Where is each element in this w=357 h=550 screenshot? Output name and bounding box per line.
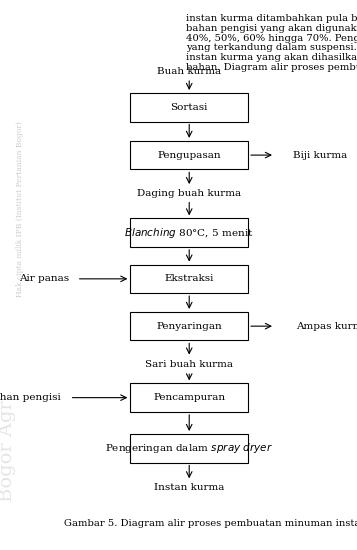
Text: Pengupasan: Pengupasan (157, 151, 221, 160)
Text: Instan kurma: Instan kurma (154, 483, 225, 492)
Text: Ekstraksi: Ekstraksi (165, 274, 214, 283)
Text: Pengeringan dalam $\mathit{spray\ dryer}$: Pengeringan dalam $\mathit{spray\ dryer}… (105, 441, 273, 455)
Text: Hak cipta milik IPB (Institut Pertanian Bogor): Hak cipta milik IPB (Institut Pertanian … (16, 121, 24, 297)
Text: instan kurma yang akan dihasilkan dan kemampuan alat pengering semprot untu: instan kurma yang akan dihasilkan dan ke… (186, 53, 357, 62)
Text: bahan pengisi yang akan digunakan untuk pembuatan instan kurma ini dipilih mulai: bahan pengisi yang akan digunakan untuk … (186, 24, 357, 32)
Text: Sortasi: Sortasi (171, 103, 208, 112)
FancyBboxPatch shape (130, 312, 248, 340)
Text: yang terkandung dalam suspensi. Perbandingan konsentrasi yang dipilih yaitu berd: yang terkandung dalam suspensi. Perbandi… (186, 43, 357, 52)
Text: instan kurma ditambahkan pula bahan pengisi yaitu dekstrin dan maltodekstrin. Be: instan kurma ditambahkan pula bahan peng… (186, 14, 357, 23)
Text: Penyaringan: Penyaringan (156, 322, 222, 331)
Text: Pencampuran: Pencampuran (153, 393, 225, 402)
FancyBboxPatch shape (130, 383, 248, 412)
Text: Sari buah kurma: Sari buah kurma (145, 360, 233, 368)
FancyBboxPatch shape (130, 265, 248, 293)
Text: Daging buah kurma: Daging buah kurma (137, 189, 241, 198)
FancyBboxPatch shape (130, 434, 248, 463)
Text: Ampas kurma: Ampas kurma (296, 322, 357, 331)
Text: Air panas: Air panas (20, 274, 70, 283)
Text: Bahan pengisi: Bahan pengisi (0, 393, 61, 402)
Text: Buah kurma: Buah kurma (157, 67, 221, 76)
Text: Biji kurma: Biji kurma (293, 151, 347, 160)
FancyBboxPatch shape (130, 218, 248, 247)
Text: Bogor Agr: Bogor Agr (0, 400, 16, 502)
FancyBboxPatch shape (130, 141, 248, 169)
Text: 40%, 50%, 60% hingga 70%. Penggunaan kelima konsentrasi bahan pengisi bero: 40%, 50%, 60% hingga 70%. Penggunaan kel… (186, 34, 357, 42)
FancyBboxPatch shape (130, 93, 248, 122)
Text: bahan. Diagram alir proses pembuatan instan kurma disajikan pada Gambar 5.: bahan. Diagram alir proses pembuatan ins… (186, 63, 357, 72)
Text: $\mathit{Blanching}$ 80°C, 5 menit: $\mathit{Blanching}$ 80°C, 5 menit (125, 226, 254, 240)
Text: Gambar 5. Diagram alir proses pembuatan minuman instan sari kurm: Gambar 5. Diagram alir proses pembuatan … (64, 519, 357, 528)
